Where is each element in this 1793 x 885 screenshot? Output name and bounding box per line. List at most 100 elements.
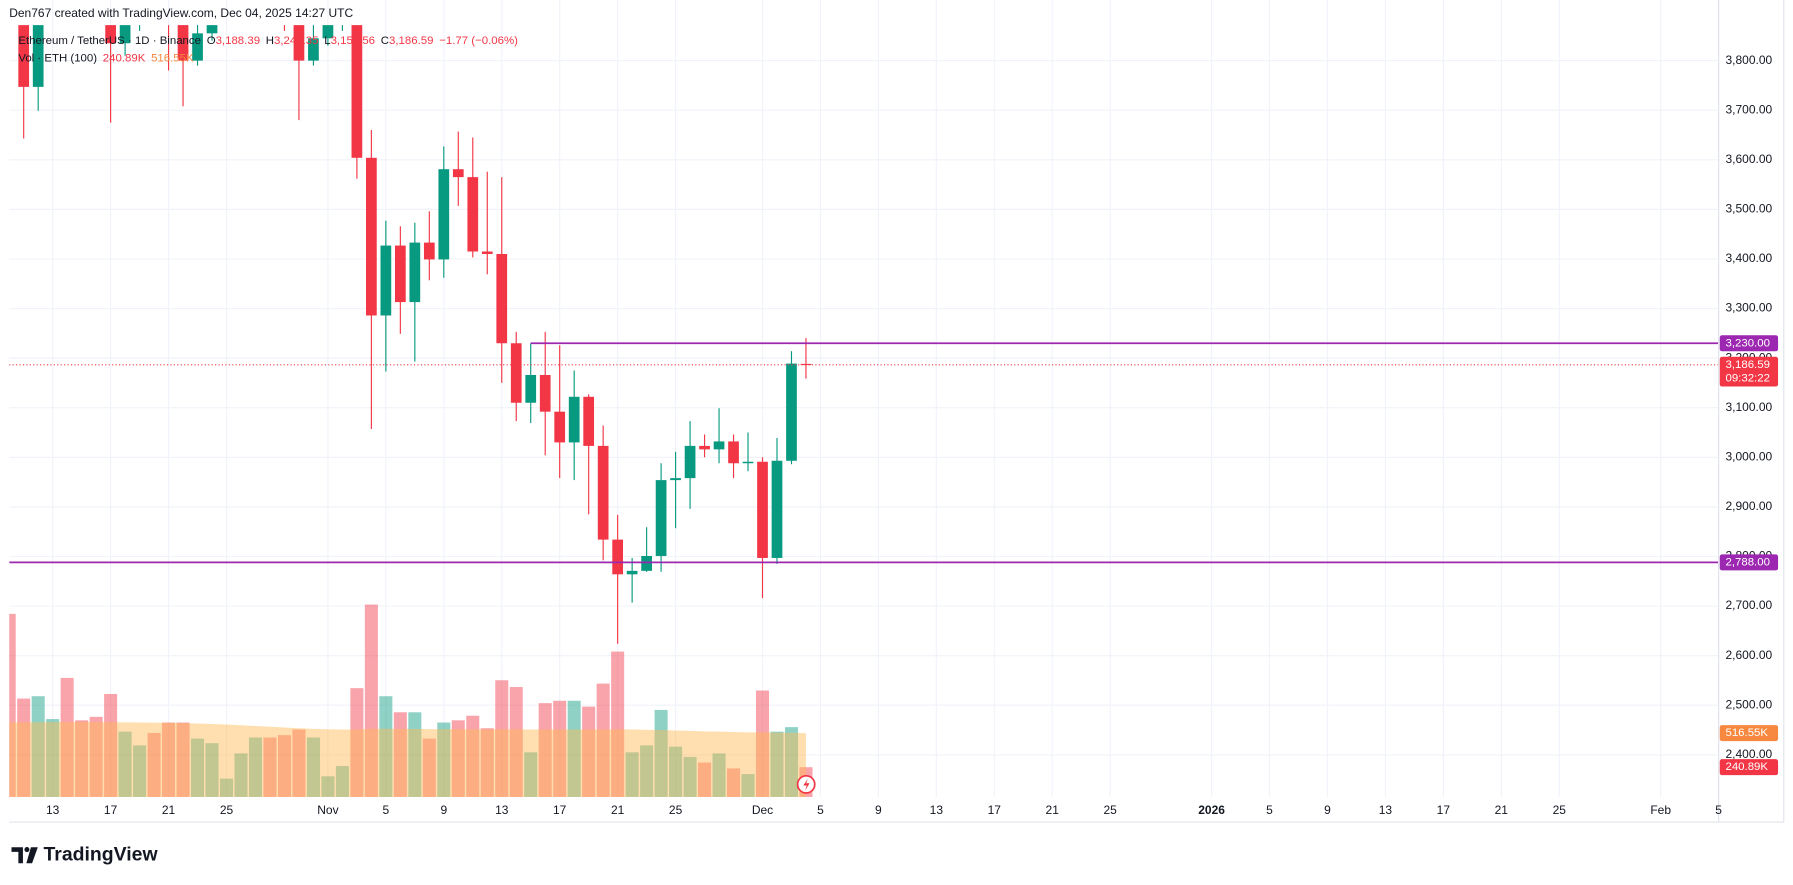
candle-body [481, 251, 493, 254]
price-tag-label: 3,230.00 [1725, 337, 1769, 349]
legend-value: 3,188.39 [216, 35, 260, 47]
price-tag-box [1719, 554, 1779, 571]
y-tick-label: 2,400.00 [1725, 747, 1772, 761]
candle-body [612, 539, 624, 575]
candle-body [438, 169, 450, 260]
legend-volume-title: Vol · ETH (100) [18, 52, 97, 64]
legend-key: H [266, 35, 274, 47]
candle-body [496, 253, 508, 344]
y-tick-label: 3,100.00 [1725, 400, 1772, 414]
volume-bar [509, 687, 523, 797]
candle-body [583, 396, 595, 446]
volume-tag-label: 516.55K [1725, 727, 1768, 739]
x-tick-label: 5 [1266, 803, 1273, 817]
candle-body [699, 445, 710, 450]
volume-bar [46, 719, 60, 797]
legend-key: O [207, 35, 216, 47]
volume-bar [60, 677, 74, 797]
candle-body [525, 374, 537, 403]
volume-bar [379, 696, 393, 797]
candle-body [757, 461, 768, 558]
x-tick-label: 17 [988, 803, 1002, 817]
y-tick-label: 2,600.00 [1725, 648, 1772, 662]
price-tag-box [1719, 356, 1779, 387]
price-pane [9, 25, 1719, 644]
y-tick-label: 3,600.00 [1725, 152, 1772, 166]
volume-bar [451, 720, 465, 797]
volume-bar [784, 727, 798, 797]
legend-volume-value: 240.89K [103, 52, 146, 64]
x-tick-label: Dec [752, 803, 773, 817]
candle-body [394, 245, 406, 303]
volume-bar [640, 745, 654, 797]
x-tick-label: Nov [317, 803, 338, 817]
volume-bar [553, 700, 567, 797]
volume-bar [292, 729, 306, 797]
candle-body [742, 461, 754, 464]
candle-body [597, 445, 609, 540]
volume-bar [306, 737, 320, 797]
legend-main: Ethereum / TetherUS · 1D · Binance O3,188… [18, 35, 518, 47]
volume-bar [669, 746, 683, 797]
x-tick-label: 9 [1324, 803, 1331, 817]
x-tick-label: 17 [1437, 803, 1451, 817]
volume-bar [277, 735, 291, 797]
legend-change: −1.77 (−0.06%) [439, 35, 518, 47]
x-tick-label: 13 [1379, 803, 1393, 817]
legend-value: 3,158.56 [331, 35, 375, 47]
candle-body [322, 25, 334, 39]
x-tick-label: 2026 [1198, 803, 1225, 817]
volume-bar [393, 712, 407, 797]
volume-bar [89, 716, 103, 797]
legend-value: 3,240.35 [274, 35, 318, 47]
candle-body [366, 157, 377, 316]
y-tick-label: 3,700.00 [1725, 102, 1772, 116]
candle-body [467, 177, 479, 252]
volume-tag-box [1719, 759, 1779, 776]
volume-bar [727, 768, 741, 797]
y-tick-label: 2,900.00 [1725, 499, 1772, 513]
x-tick-label: 13 [495, 803, 509, 817]
volume-bar [104, 693, 118, 797]
x-tick-label: 5 [817, 803, 824, 817]
x-tick-label: 25 [1553, 803, 1567, 817]
candle-body [18, 25, 30, 87]
x-tick-label: 21 [162, 803, 176, 817]
volume-bar [162, 722, 176, 797]
y-tick-label: 3,000.00 [1725, 449, 1772, 463]
volume-bar [248, 737, 263, 797]
volume-bar [176, 722, 190, 797]
volume-bar [654, 709, 668, 797]
volume-bar [364, 604, 378, 797]
candle-body [626, 570, 638, 575]
candle-body [177, 25, 189, 61]
volume-bar [321, 776, 335, 797]
volume-bar [219, 778, 234, 797]
candle-body [380, 245, 392, 316]
volume-bar [422, 738, 436, 797]
volume-bar [234, 753, 248, 797]
grid [9, 0, 1720, 797]
x-tick-label: 25 [220, 803, 234, 817]
volume-bar [205, 743, 219, 797]
volume-bar [698, 762, 712, 797]
volume-bar [31, 696, 45, 797]
x-tick-label: 21 [1495, 803, 1509, 817]
volume-bar [582, 706, 596, 797]
countdown-label: 09:32:22 [1725, 373, 1769, 385]
legend-key: L [324, 35, 330, 47]
volume-bar [524, 752, 538, 797]
volume-bar [75, 720, 89, 797]
candle-body [206, 25, 218, 34]
x-tick-label: 17 [104, 803, 118, 817]
candle-body [539, 374, 551, 412]
legend-value: 3,186.59 [389, 35, 433, 47]
candle-body [641, 555, 652, 571]
watermark: Den767 created with TradingView.com, Dec… [9, 6, 353, 20]
candle-body [105, 25, 116, 44]
candle-body [510, 343, 522, 403]
volume-bar [133, 745, 147, 797]
volume-bar [9, 613, 16, 797]
